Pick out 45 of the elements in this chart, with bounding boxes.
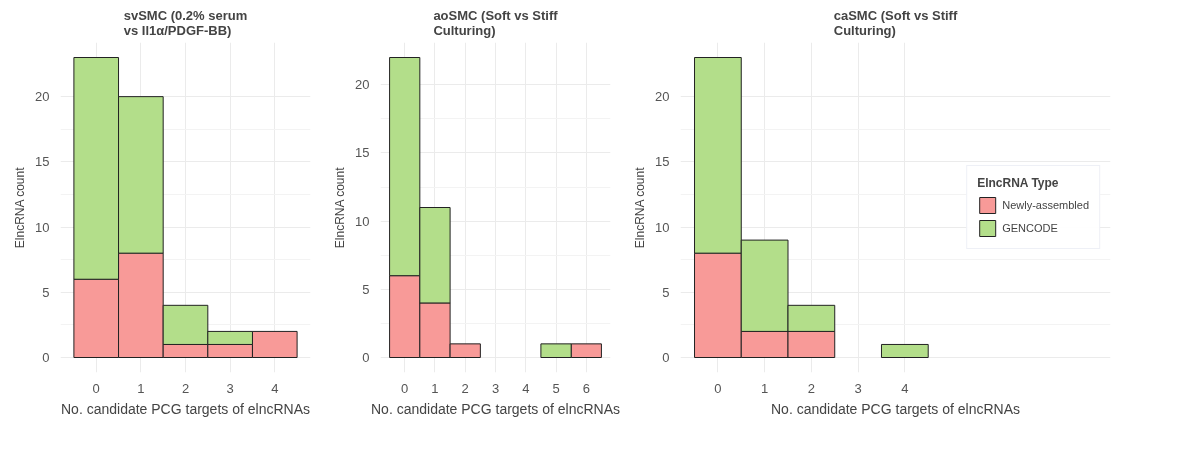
- y-tick-label: 20: [655, 89, 670, 105]
- x-tick-label: 4: [271, 380, 279, 396]
- x-tick-label: 4: [522, 380, 530, 396]
- x-tick-label: 3: [226, 380, 234, 396]
- x-tick-label: 1: [431, 380, 439, 396]
- x-axis-title: No. candidate PCG targets of elncRNAs: [61, 400, 311, 417]
- y-tick-label: 0: [42, 350, 50, 365]
- legend-label: GENCODE: [1002, 222, 1058, 234]
- chart-title: aoSMC (Soft vs Stiff Culturing): [433, 7, 559, 38]
- y-tick-label: 5: [362, 281, 370, 297]
- x-tick-label: 1: [137, 380, 145, 396]
- x-tick-label: 3: [491, 380, 500, 396]
- x-tick-label: 0: [714, 380, 722, 396]
- chart-title: caSMC (Soft vs Stiff Culturing): [833, 7, 958, 38]
- y-tick-label: 5: [42, 284, 50, 300]
- legend-label: Newly-assembled: [1002, 199, 1089, 211]
- y-tick-label: 10: [35, 219, 50, 235]
- y-tick-label: 15: [355, 145, 370, 161]
- x-tick-label: 4: [901, 380, 909, 396]
- bar: [880, 343, 929, 358]
- y-tick-label: 10: [355, 213, 370, 229]
- x-tick-label: 6: [582, 380, 590, 396]
- x-tick-label: 0: [401, 380, 409, 396]
- chart-title: svSMC (0.2% serum vs Il1α/PDGF-BB): [123, 7, 248, 38]
- x-tick-label: 3: [854, 380, 862, 396]
- x-tick-label: 2: [807, 380, 815, 396]
- y-tick-label: 15: [35, 154, 50, 170]
- y-tick-label: 20: [35, 89, 50, 105]
- y-tick-label: 15: [655, 154, 670, 170]
- y-tick-label: 0: [662, 350, 670, 365]
- y-axis-title: ElncRNA count: [633, 166, 648, 249]
- x-tick-label: 2: [461, 380, 469, 396]
- y-axis-title: ElncRNA count: [13, 166, 28, 249]
- legend-title: ElncRNA Type: [977, 176, 1060, 190]
- x-tick-label: 1: [761, 380, 769, 396]
- y-tick-label: 10: [655, 219, 670, 235]
- x-tick-label: 2: [181, 380, 190, 396]
- x-axis-title: No. candidate PCG targets of elncRNAs: [771, 400, 1021, 417]
- y-tick-label: 0: [362, 350, 370, 365]
- x-axis-title: No. candidate PCG targets of elncRNAs: [371, 400, 621, 417]
- y-axis-title: ElncRNA count: [333, 166, 348, 249]
- y-tick-label: 5: [662, 284, 670, 300]
- y-tick-label: 20: [355, 77, 370, 93]
- x-tick-label: 5: [552, 380, 560, 396]
- x-tick-label: 0: [92, 380, 100, 396]
